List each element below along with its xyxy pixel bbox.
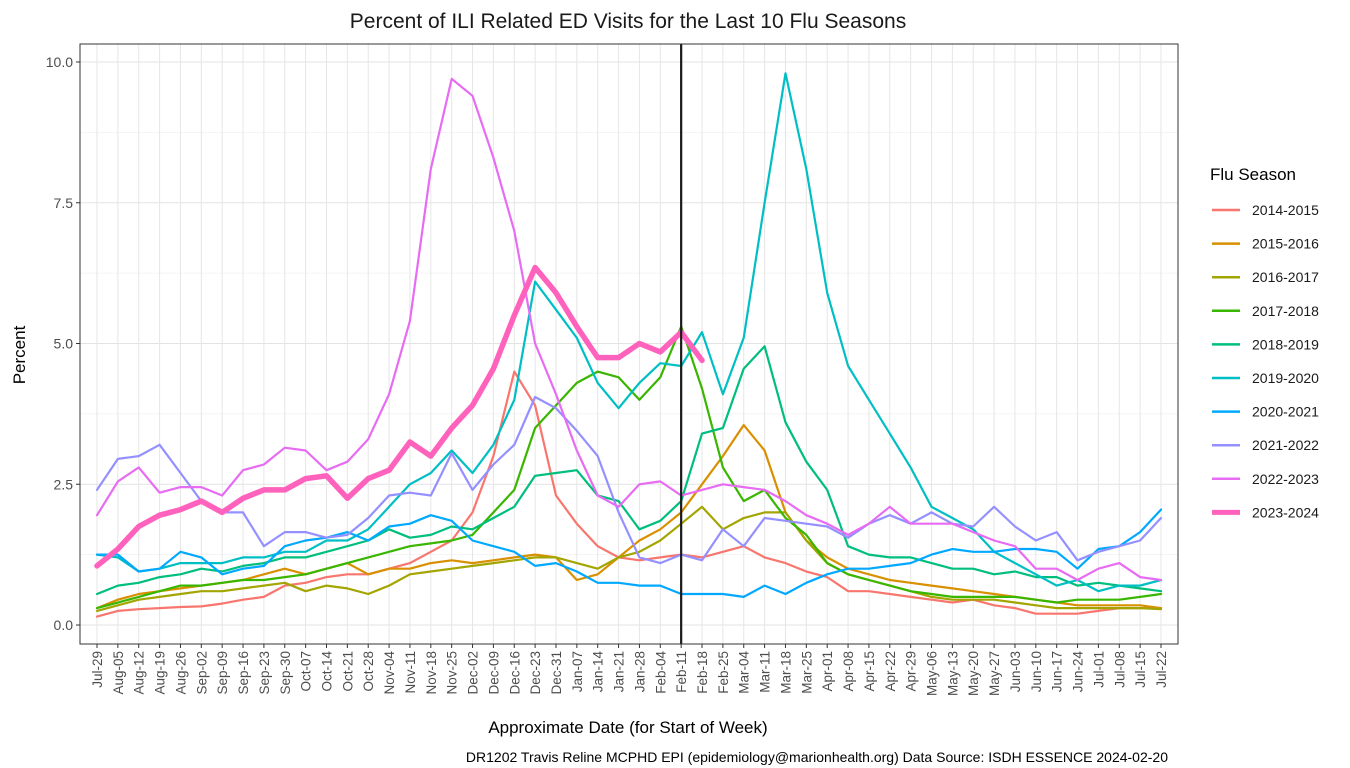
x-tick-label: May-27	[987, 651, 1002, 696]
legend-label-2020-2021: 2020-2021	[1252, 404, 1319, 420]
series-layer	[94, 72, 1163, 618]
x-tick-label: Nov-25	[445, 651, 460, 695]
x-tick-label: Feb-25	[716, 651, 731, 694]
legend-label-2021-2022: 2021-2022	[1252, 437, 1319, 453]
x-tick-label: May-20	[966, 651, 981, 696]
x-tick-label: Aug-12	[132, 651, 147, 695]
x-tick-label: Dec-31	[549, 651, 564, 695]
chart-caption: DR1202 Travis Reline MCPHD EPI (epidemio…	[466, 749, 1168, 765]
x-tick-label: May-06	[925, 651, 940, 696]
x-tick-label: Nov-04	[382, 651, 397, 695]
x-tick-label: Apr-08	[841, 651, 856, 692]
legend-label-2016-2017: 2016-2017	[1252, 269, 1319, 285]
x-tick-label: Jun-17	[1050, 651, 1065, 692]
legend-label-2015-2016: 2015-2016	[1252, 236, 1319, 252]
y-tick-label: 5.0	[54, 336, 74, 352]
legend-label-2022-2023: 2022-2023	[1252, 471, 1319, 487]
x-tick-label: Feb-11	[674, 651, 689, 693]
x-tick-label: Jul-01	[1091, 651, 1106, 688]
series-line-2018-2019	[95, 345, 1163, 596]
x-tick-label: Aug-05	[111, 651, 126, 695]
chart-title: Percent of ILI Related ED Visits for the…	[350, 10, 906, 33]
x-tick-label: Sep-23	[257, 651, 272, 695]
x-axis: Jul-29 Aug-05 Aug-12 Aug-19 Aug-26 Sep-02 Sep-…	[90, 644, 1169, 696]
x-tick-label: Sep-30	[278, 651, 293, 695]
x-tick-label: Aug-26	[174, 651, 189, 695]
x-tick-label: Jul-08	[1112, 651, 1127, 688]
x-tick-label: Mar-25	[799, 651, 814, 694]
x-tick-label: Apr-01	[820, 651, 835, 692]
x-tick-label: Dec-02	[466, 651, 481, 695]
x-tick-label: Nov-18	[424, 651, 439, 695]
x-tick-label: Feb-04	[653, 651, 668, 694]
series-line-2023-2024	[94, 264, 705, 569]
x-tick-label: Sep-16	[236, 651, 251, 695]
legend-label-2023-2024: 2023-2024	[1252, 504, 1319, 520]
x-tick-label: Mar-18	[779, 651, 794, 694]
series-line-2020-2021	[95, 508, 1163, 599]
x-tick-label: Mar-11	[758, 651, 773, 693]
legend-label-2014-2015: 2014-2015	[1252, 202, 1319, 218]
x-tick-label: Nov-11	[403, 651, 418, 694]
series-line-2015-2016	[95, 424, 1163, 610]
x-tick-label: Jan-14	[591, 651, 606, 693]
series-line-2014-2015	[95, 370, 1163, 618]
y-tick-label: 7.5	[54, 195, 74, 211]
x-tick-label: Jun-10	[1029, 651, 1044, 692]
legend-label-2018-2019: 2018-2019	[1252, 336, 1319, 352]
x-tick-label: Jun-24	[1071, 651, 1086, 693]
series-line-2022-2023	[95, 77, 1163, 582]
x-tick-label: Sep-09	[215, 651, 230, 695]
x-tick-label: Dec-23	[528, 651, 543, 695]
y-tick-label: 0.0	[54, 617, 74, 633]
legend-label-2019-2020: 2019-2020	[1252, 370, 1319, 386]
x-tick-label: Jan-07	[570, 651, 585, 692]
x-tick-label: Mar-04	[737, 651, 752, 694]
x-tick-label: Jan-21	[612, 651, 627, 692]
x-tick-label: Jan-28	[632, 651, 647, 692]
legend: Flu Season 2014-20152015-20162016-201720…	[1210, 165, 1319, 520]
series-line-2016-2017	[95, 505, 1163, 613]
x-tick-label: Jul-15	[1133, 651, 1148, 688]
y-axis-title: Percent	[10, 325, 29, 384]
x-tick-label: Aug-19	[153, 651, 168, 695]
y-tick-label: 2.5	[54, 476, 74, 492]
x-tick-label: Dec-09	[486, 651, 501, 695]
x-tick-label: Jul-29	[90, 651, 105, 688]
legend-label-2017-2018: 2017-2018	[1252, 303, 1319, 319]
legend-title: Flu Season	[1210, 165, 1296, 184]
series-line-2021-2022	[95, 395, 1163, 565]
x-tick-label: Jul-22	[1154, 651, 1169, 688]
series-line-2017-2018	[95, 325, 1163, 610]
x-tick-label: Jun-03	[1008, 651, 1023, 692]
x-tick-label: Apr-22	[883, 651, 898, 692]
x-tick-label: Oct-14	[320, 651, 335, 692]
x-tick-label: Oct-28	[361, 651, 376, 692]
y-tick-label: 10.0	[46, 54, 73, 70]
x-tick-label: Oct-21	[340, 651, 355, 692]
x-tick-label: May-13	[945, 651, 960, 696]
x-tick-label: Oct-07	[299, 651, 314, 692]
y-axis: 0.0 2.5 5.0 7.5 10.0	[46, 54, 80, 633]
x-tick-label: Apr-15	[862, 651, 877, 692]
x-tick-label: Apr-29	[904, 651, 919, 692]
x-axis-title: Approximate Date (for Start of Week)	[488, 718, 767, 737]
x-tick-label: Sep-02	[194, 651, 209, 695]
x-tick-label: Feb-18	[695, 651, 710, 694]
legend-items: 2014-2015 2015-2016 2016-2017 2017-2018 2018…	[1212, 202, 1319, 520]
x-tick-label: Dec-16	[507, 651, 522, 695]
